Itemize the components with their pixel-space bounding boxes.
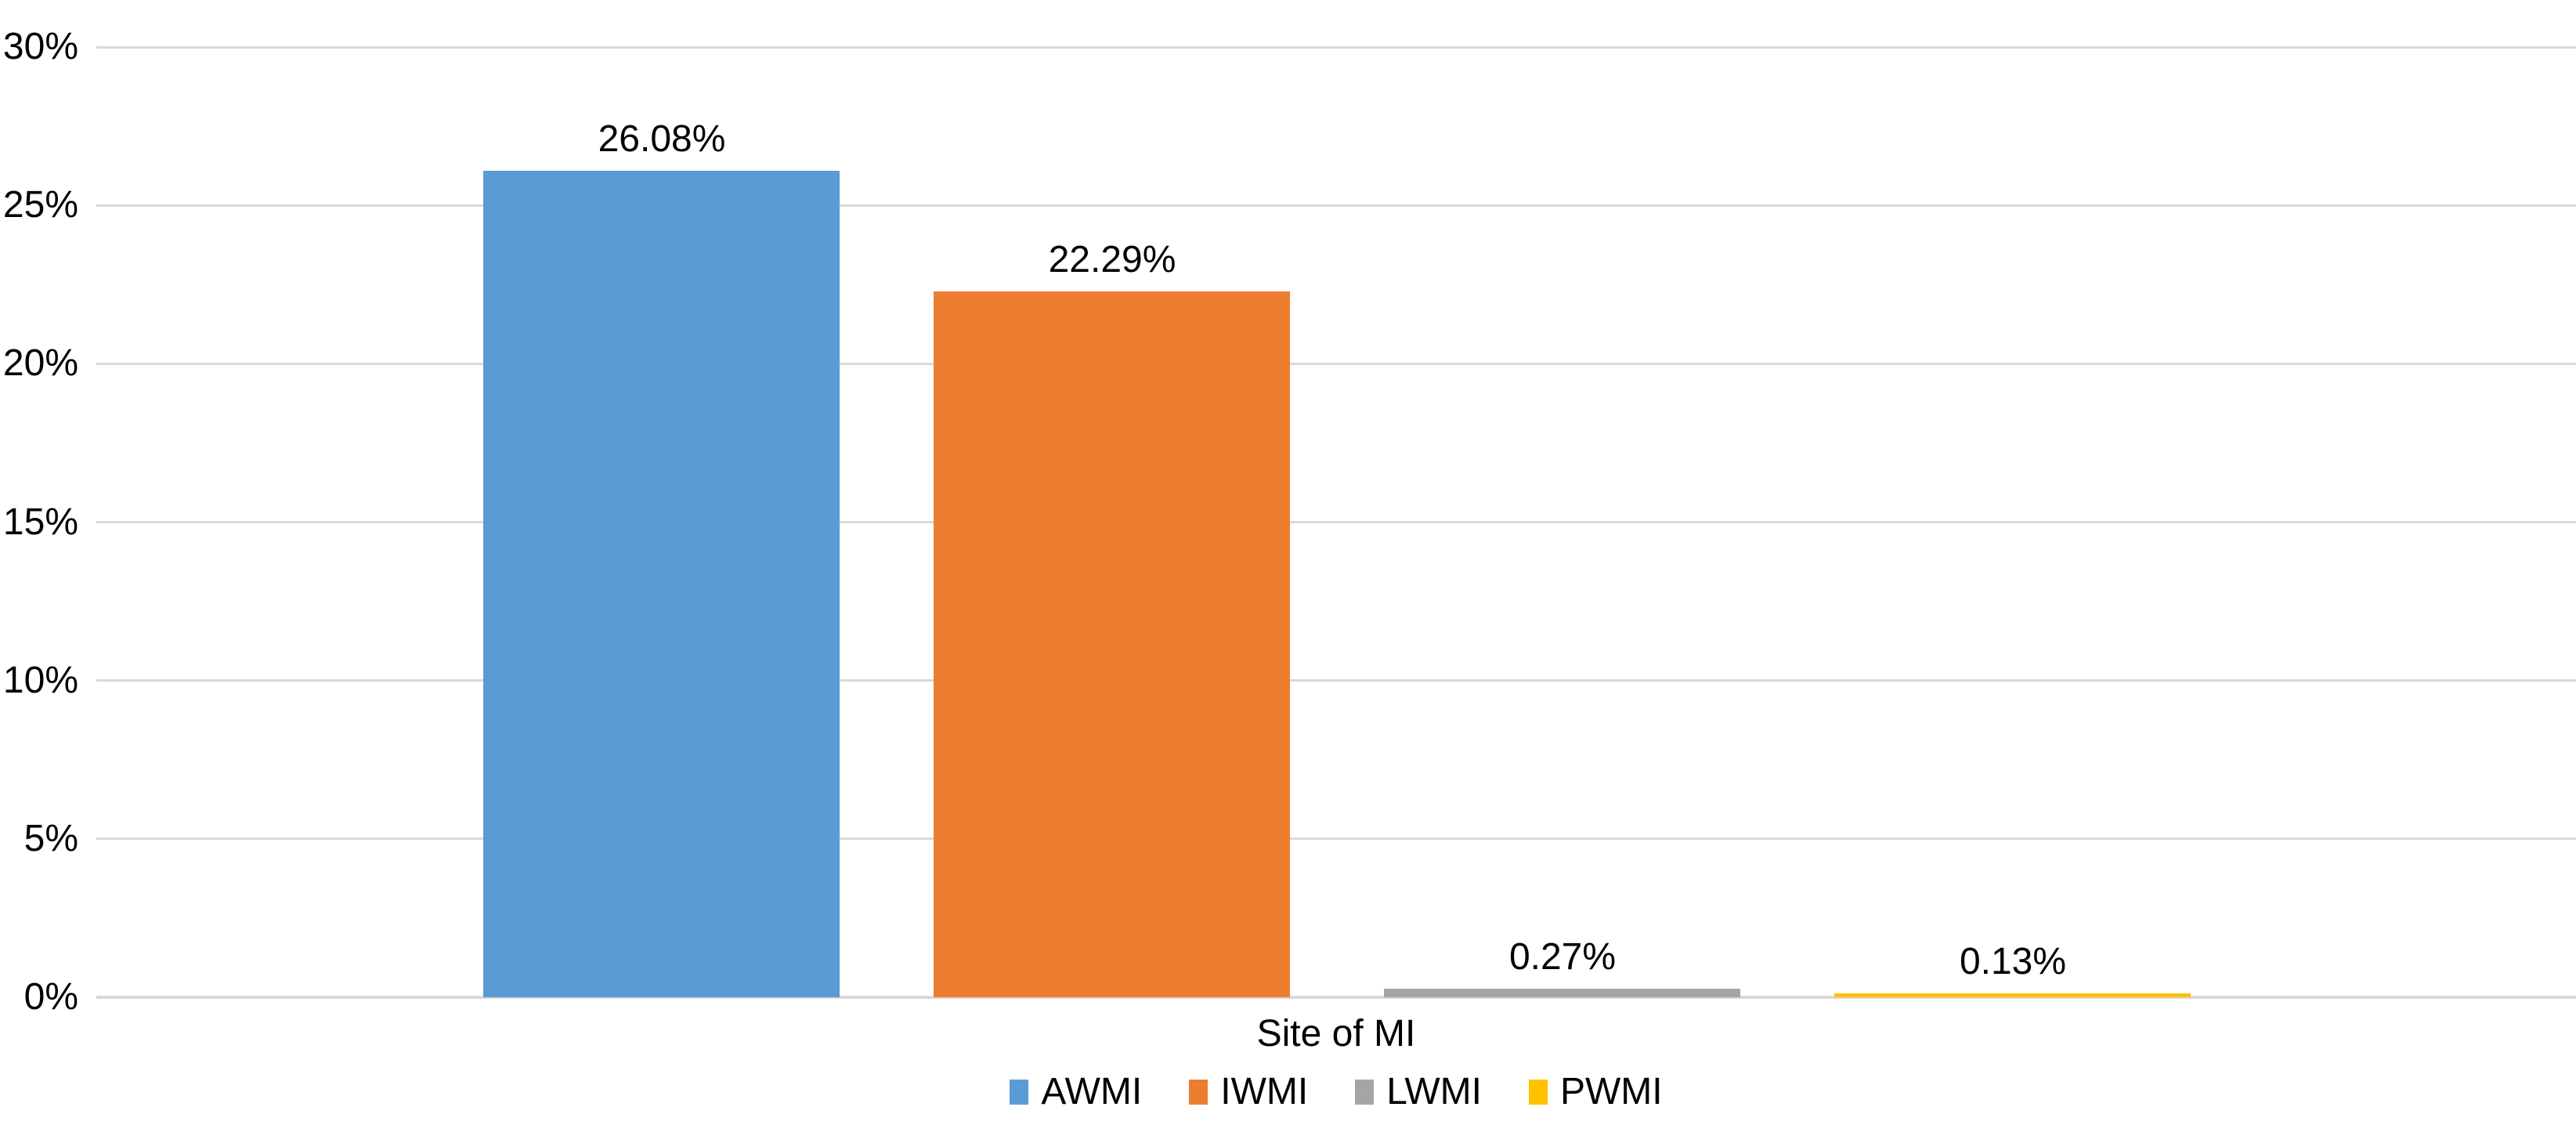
gridline xyxy=(96,679,2576,682)
x-axis-line xyxy=(96,996,2576,999)
legend: AWMI IWMI LWMI PWMI xyxy=(96,1067,2576,1117)
legend-marker-lwmi xyxy=(1355,1080,1375,1105)
y-axis-tick-label: 0% xyxy=(23,976,78,1018)
legend-marker-awmi xyxy=(1010,1080,1029,1105)
gridline xyxy=(96,46,2576,49)
y-axis-tick-label: 10% xyxy=(2,660,78,701)
bar-lwmi xyxy=(1384,989,1740,997)
bar-pwmi xyxy=(1834,993,2191,997)
legend-marker-iwmi xyxy=(1189,1080,1209,1105)
y-axis-tick-label: 15% xyxy=(2,501,78,543)
legend-label: AWMI xyxy=(1041,1071,1143,1112)
x-axis-title: Site of MI xyxy=(1256,1013,1416,1054)
bar-awmi xyxy=(483,171,840,997)
data-label-pwmi: 0.13% xyxy=(1959,941,2067,982)
gridline xyxy=(96,363,2576,365)
legend-marker-pwmi xyxy=(1528,1080,1548,1105)
data-label-lwmi: 0.27% xyxy=(1508,936,1617,978)
data-label-iwmi: 22.29% xyxy=(1048,239,1176,280)
gridline xyxy=(96,204,2576,207)
data-label-awmi: 26.08% xyxy=(598,118,726,160)
legend-label: PWMI xyxy=(1559,1071,1663,1112)
legend-item-iwmi: IWMI xyxy=(1189,1070,1308,1114)
legend-item-awmi: AWMI xyxy=(1010,1070,1142,1114)
bar-iwmi xyxy=(934,291,1290,997)
legend-item-pwmi: PWMI xyxy=(1528,1070,1663,1114)
y-axis-tick-label: 30% xyxy=(2,26,78,67)
y-axis-tick-label: 25% xyxy=(2,184,78,226)
legend-item-lwmi: LWMI xyxy=(1355,1070,1482,1114)
legend-label: IWMI xyxy=(1220,1071,1309,1112)
legend-label: LWMI xyxy=(1386,1071,1482,1112)
gridline xyxy=(96,521,2576,523)
y-axis-tick-label: 5% xyxy=(23,818,78,859)
gridline xyxy=(96,837,2576,840)
y-axis-tick-label: 20% xyxy=(2,342,78,384)
